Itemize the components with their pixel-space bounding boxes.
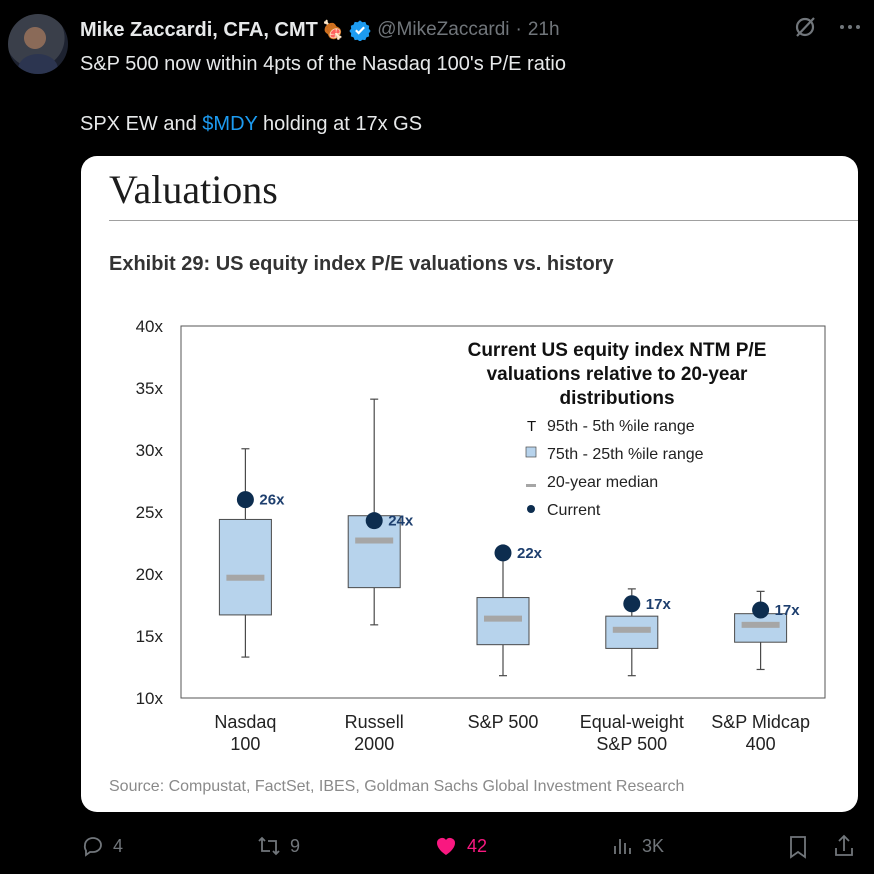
current-value-label: 26x bbox=[259, 492, 285, 509]
x-category-label: S&P Midcap bbox=[711, 712, 810, 732]
reply-button[interactable]: 4 bbox=[81, 834, 123, 858]
section-divider bbox=[109, 220, 858, 221]
y-tick-label: 35x bbox=[136, 379, 164, 398]
repost-count: 9 bbox=[290, 835, 301, 856]
header-actions bbox=[792, 14, 862, 40]
x-category-label: 2000 bbox=[354, 734, 394, 754]
current-value-label: 17x bbox=[775, 602, 801, 619]
y-tick-label: 20x bbox=[136, 565, 164, 584]
plot-frame bbox=[180, 325, 826, 699]
current-dot bbox=[752, 601, 770, 619]
median-marker bbox=[612, 626, 651, 633]
x-category-label: Russell bbox=[345, 712, 404, 732]
views-count: 3K bbox=[642, 835, 665, 856]
x-category-label: Nasdaq bbox=[214, 712, 276, 732]
x-category-label: S&P 500 bbox=[596, 734, 667, 754]
y-tick-label: 15x bbox=[136, 627, 164, 646]
x-category-label: 400 bbox=[746, 734, 776, 754]
iqr-box bbox=[734, 613, 788, 643]
chart-title-line-3: distributions bbox=[559, 388, 674, 409]
author-display-name[interactable]: Mike Zaccardi, CFA, CMT bbox=[80, 18, 318, 41]
chart-source: Source: Compustat, FactSet, IBES, Goldma… bbox=[109, 778, 685, 795]
tweet-line-1: S&P 500 now within 4pts of the Nasdaq 10… bbox=[80, 53, 566, 75]
current-value-label: 22x bbox=[517, 545, 543, 562]
current-dot bbox=[494, 544, 512, 562]
current-dot bbox=[623, 595, 641, 613]
author-avatar[interactable] bbox=[8, 14, 68, 74]
y-tick-label: 30x bbox=[136, 441, 164, 460]
tweet-line-2-suffix: holding at 17x GS bbox=[257, 113, 423, 135]
current-value-label: 17x bbox=[646, 596, 672, 613]
legend-whisker-label: 95th - 5th %ile range bbox=[547, 418, 695, 435]
legend-current-label: Current bbox=[547, 502, 601, 519]
y-tick-label: 40x bbox=[136, 317, 164, 336]
share-icon[interactable] bbox=[832, 833, 856, 859]
chart-title-line-2: valuations relative to 20-year bbox=[487, 364, 748, 385]
current-value-label: 24x bbox=[388, 513, 414, 530]
legend-current-swatch bbox=[527, 505, 535, 513]
tweet-actions-bar: 4 9 42 3K bbox=[0, 828, 874, 868]
media-card[interactable]: Valuations Exhibit 29: US equity index P… bbox=[81, 156, 858, 812]
reply-count: 4 bbox=[113, 835, 124, 856]
views-button[interactable]: 3K bbox=[610, 834, 664, 858]
current-dot bbox=[365, 512, 383, 530]
x-category-label: S&P 500 bbox=[468, 712, 539, 732]
more-options-icon[interactable] bbox=[838, 15, 862, 39]
median-marker bbox=[226, 574, 265, 581]
tweet-line-2-prefix: SPX EW and bbox=[80, 113, 203, 135]
like-button[interactable]: 42 bbox=[433, 834, 487, 858]
tweet-line-2: SPX EW and $MDY holding at 17x GS bbox=[80, 109, 566, 139]
grok-icon[interactable] bbox=[792, 14, 818, 40]
exhibit-title: Exhibit 29: US equity index P/E valuatio… bbox=[109, 253, 614, 275]
x-category-label: 100 bbox=[230, 734, 260, 754]
y-tick-label: 25x bbox=[136, 503, 164, 522]
views-icon bbox=[614, 839, 631, 854]
legend-median-swatch bbox=[526, 484, 536, 487]
x-category-label: Equal-weight bbox=[580, 712, 684, 732]
bookmark-icon[interactable] bbox=[786, 834, 810, 860]
legend-box-swatch bbox=[525, 446, 537, 458]
separator-dot: · bbox=[515, 19, 522, 40]
tweet-text: S&P 500 now within 4pts of the Nasdaq 10… bbox=[80, 49, 566, 139]
meat-emoji-icon: 🍖 bbox=[321, 19, 345, 40]
median-marker bbox=[484, 615, 522, 622]
verified-badge-icon bbox=[349, 20, 371, 41]
repost-button[interactable]: 9 bbox=[256, 834, 300, 858]
author-handle[interactable]: @MikeZaccardi bbox=[377, 19, 510, 40]
tweet-header: Mike Zaccardi, CFA, CMT 🍖 @MikeZaccardi … bbox=[80, 16, 560, 44]
heart-icon bbox=[437, 838, 455, 855]
y-tick-label: 10x bbox=[136, 689, 164, 708]
chart-legend: Current US equity index NTM P/E valuatio… bbox=[468, 340, 767, 519]
cashtag-link[interactable]: $MDY bbox=[202, 113, 258, 135]
median-marker bbox=[355, 537, 394, 544]
legend-median-label: 20-year median bbox=[547, 474, 658, 491]
post-time[interactable]: 21h bbox=[527, 19, 560, 40]
legend-whisker-symbol: T bbox=[527, 418, 536, 435]
current-dot bbox=[236, 491, 254, 509]
median-marker bbox=[741, 621, 780, 628]
section-title: Valuations bbox=[109, 167, 278, 212]
legend-box-label: 75th - 25th %ile range bbox=[547, 446, 704, 463]
iqr-box bbox=[218, 518, 272, 616]
repost-icon bbox=[258, 836, 280, 856]
reply-icon bbox=[83, 837, 102, 857]
chart-title-line-1: Current US equity index NTM P/E bbox=[468, 340, 767, 361]
like-count: 42 bbox=[467, 835, 488, 856]
pe-boxplot-chart: 10x 15x 20x 25x 30x 35x 40x 26x 24x 22x 17x 17x Na… bbox=[136, 317, 826, 754]
